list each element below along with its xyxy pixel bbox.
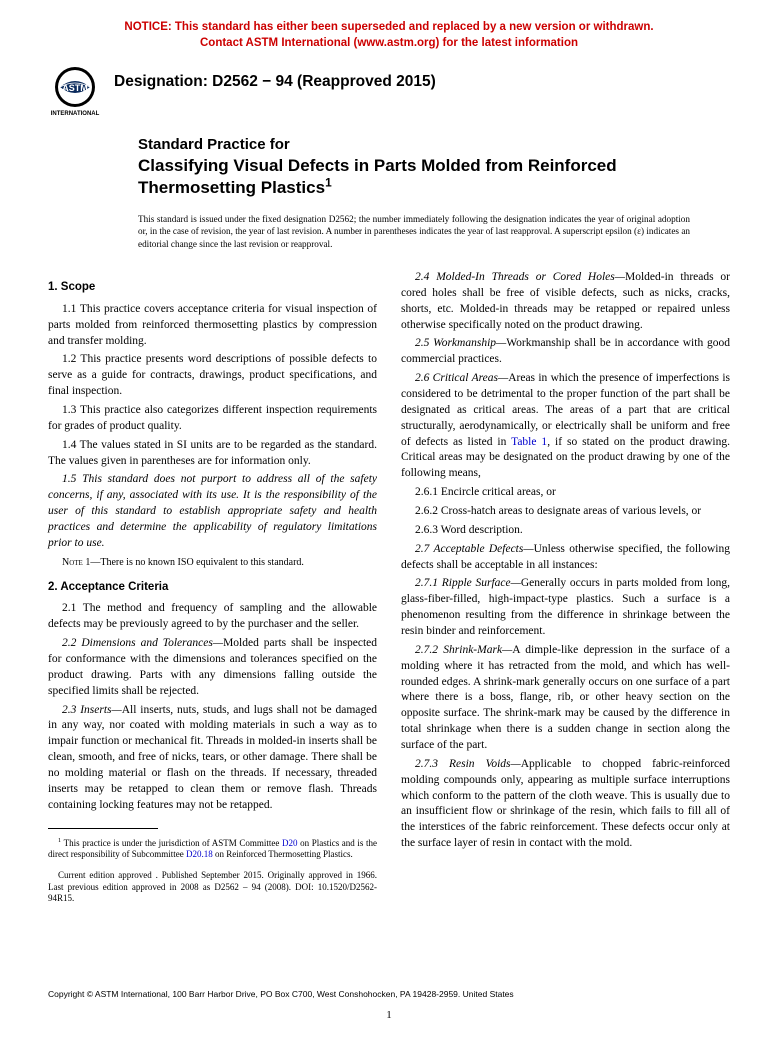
- title-prefix: Standard Practice for: [138, 135, 730, 155]
- para-2-2: 2.2 Dimensions and Tolerances—Molded par…: [48, 636, 377, 699]
- footnote-1c: on Reinforced Thermosetting Plastics.: [213, 849, 353, 859]
- page-number: 1: [0, 1009, 778, 1021]
- footnote-1a: This practice is under the jurisdiction …: [64, 838, 282, 848]
- note-1: Note 1—There is no known ISO equivalent …: [48, 556, 377, 570]
- body-columns: 1. Scope 1.1 This practice covers accept…: [48, 270, 730, 905]
- para-2-7-2-label: 2.7.2 Shrink-Mark—: [415, 644, 512, 656]
- para-1-2: 1.2 This practice presents word descript…: [48, 352, 377, 400]
- para-1-1: 1.1 This practice covers acceptance crit…: [48, 302, 377, 350]
- footnote-separator: [48, 828, 158, 829]
- para-2-7-1: 2.7.1 Ripple Surface—Generally occurs in…: [401, 576, 730, 639]
- title-main-text: Classifying Visual Defects in Parts Mold…: [138, 156, 617, 197]
- note-1-text: There is no known ISO equivalent to this…: [100, 557, 304, 568]
- para-2-3: 2.3 Inserts—All inserts, nuts, studs, an…: [48, 703, 377, 814]
- para-2-5-label: 2.5 Workmanship—: [415, 337, 506, 349]
- footnote-link-d2018[interactable]: D20.18: [186, 849, 213, 859]
- table-1-link[interactable]: Table 1: [511, 436, 547, 448]
- notice-line-2: Contact ASTM International (www.astm.org…: [200, 37, 578, 49]
- para-2-5: 2.5 Workmanship—Workmanship shall be in …: [401, 336, 730, 368]
- issuance-note: This standard is issued under the fixed …: [138, 213, 690, 250]
- para-2-4-label: 2.4 Molded-In Threads or Cored Holes—: [415, 271, 625, 283]
- para-2-7-1-label: 2.7.1 Ripple Surface—: [415, 577, 521, 589]
- footnote-1: 1 This practice is under the jurisdictio…: [48, 838, 377, 861]
- para-1-5: 1.5 This standard does not purport to ad…: [48, 472, 377, 551]
- section-2-heading: 2. Acceptance Criteria: [48, 580, 377, 596]
- para-2-1: 2.1 The method and frequency of sampling…: [48, 601, 377, 633]
- header-row: ASTM INTERNATIONAL Designation: D2562 − …: [48, 65, 730, 119]
- footnote-block: 1 This practice is under the jurisdictio…: [48, 828, 377, 905]
- para-2-6-1: 2.6.1 Encircle critical areas, or: [401, 485, 730, 501]
- footnote-2: Current edition approved . Published Sep…: [48, 870, 377, 905]
- astm-logo: ASTM INTERNATIONAL: [48, 65, 102, 119]
- para-2-7-3: 2.7.3 Resin Voids—Applicable to chopped …: [401, 757, 730, 852]
- document-page: NOTICE: This standard has either been su…: [0, 0, 778, 1041]
- para-2-6-2: 2.6.2 Cross-hatch areas to designate are…: [401, 504, 730, 520]
- title-block: Standard Practice for Classifying Visual…: [138, 135, 730, 199]
- title-superscript: 1: [325, 175, 332, 189]
- para-2-6-3: 2.6.3 Word description.: [401, 523, 730, 539]
- note-1-label: Note 1—: [62, 557, 100, 568]
- copyright-text: Copyright © ASTM International, 100 Barr…: [48, 989, 514, 999]
- para-2-7-label: 2.7 Acceptable Defects—: [415, 543, 534, 555]
- para-2-7-3-text: Applicable to chopped fabric-reinforced …: [401, 758, 730, 849]
- para-2-2-label: 2.2 Dimensions and Tolerances—: [62, 637, 223, 649]
- notice-banner: NOTICE: This standard has either been su…: [48, 20, 730, 51]
- para-2-7: 2.7 Acceptable Defects—Unless otherwise …: [401, 542, 730, 574]
- para-2-4: 2.4 Molded-In Threads or Cored Holes—Mol…: [401, 270, 730, 333]
- notice-line-1: NOTICE: This standard has either been su…: [124, 21, 653, 33]
- svg-text:ASTM: ASTM: [62, 83, 88, 93]
- para-2-7-2-text: A dimple-like depression in the surface …: [401, 644, 730, 751]
- para-1-3: 1.3 This practice also categorizes diffe…: [48, 403, 377, 435]
- svg-text:INTERNATIONAL: INTERNATIONAL: [51, 111, 100, 117]
- para-2-3-label: 2.3 Inserts—: [62, 704, 122, 716]
- footnote-link-d20[interactable]: D20: [282, 838, 298, 848]
- title-main: Classifying Visual Defects in Parts Mold…: [138, 155, 730, 199]
- para-2-6: 2.6 Critical Areas—Areas in which the pr…: [401, 371, 730, 482]
- section-1-heading: 1. Scope: [48, 280, 377, 296]
- para-2-3-text: All inserts, nuts, studs, and lugs shall…: [48, 704, 377, 811]
- para-2-6-label: 2.6 Critical Areas—: [415, 372, 508, 384]
- para-1-4: 1.4 The values stated in SI units are to…: [48, 438, 377, 470]
- para-2-7-3-label: 2.7.3 Resin Voids—: [415, 758, 521, 770]
- para-2-7-2: 2.7.2 Shrink-Mark—A dimple-like depressi…: [401, 643, 730, 754]
- designation-text: Designation: D2562 − 94 (Reapproved 2015…: [114, 65, 436, 91]
